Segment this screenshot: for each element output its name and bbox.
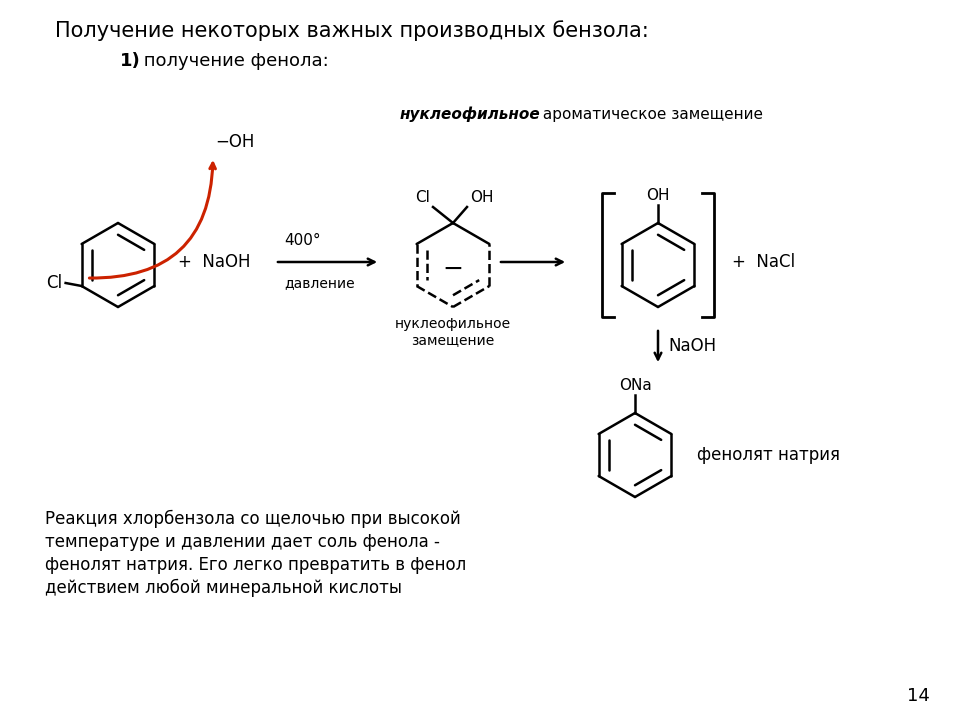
Text: OH: OH: [646, 188, 670, 203]
Text: Cl: Cl: [415, 190, 430, 205]
Text: температуре и давлении дает соль фенола -: температуре и давлении дает соль фенола …: [45, 533, 440, 551]
Text: NaOH: NaOH: [668, 337, 716, 355]
Text: Получение некоторых важных производных бензола:: Получение некоторых важных производных б…: [55, 20, 649, 41]
Text: давление: давление: [284, 276, 354, 290]
Text: нуклеофильное: нуклеофильное: [400, 107, 540, 122]
Text: Реакция хлорбензола со щелочью при высокой: Реакция хлорбензола со щелочью при высок…: [45, 510, 461, 528]
Text: 14: 14: [907, 687, 930, 705]
Text: +  NaCl: + NaCl: [732, 253, 795, 271]
Text: Cl: Cl: [46, 274, 62, 292]
Text: −OH: −OH: [215, 133, 254, 151]
Text: фенолят натрия. Его легко превратить в фенол: фенолят натрия. Его легко превратить в ф…: [45, 556, 467, 574]
Text: получение фенола:: получение фенола:: [138, 52, 328, 70]
Text: ONa: ONa: [618, 378, 652, 393]
Text: ароматическое замещение: ароматическое замещение: [538, 107, 763, 122]
Text: +  NaOH: + NaOH: [178, 253, 251, 271]
Text: замещение: замещение: [412, 333, 494, 347]
Text: OH: OH: [470, 190, 493, 205]
Text: 1): 1): [120, 52, 141, 70]
Text: −: −: [443, 257, 464, 281]
Text: действием любой минеральной кислоты: действием любой минеральной кислоты: [45, 579, 402, 597]
Text: 400°: 400°: [284, 233, 321, 248]
Text: нуклеофильное: нуклеофильное: [395, 317, 511, 331]
Text: фенолят натрия: фенолят натрия: [697, 446, 840, 464]
